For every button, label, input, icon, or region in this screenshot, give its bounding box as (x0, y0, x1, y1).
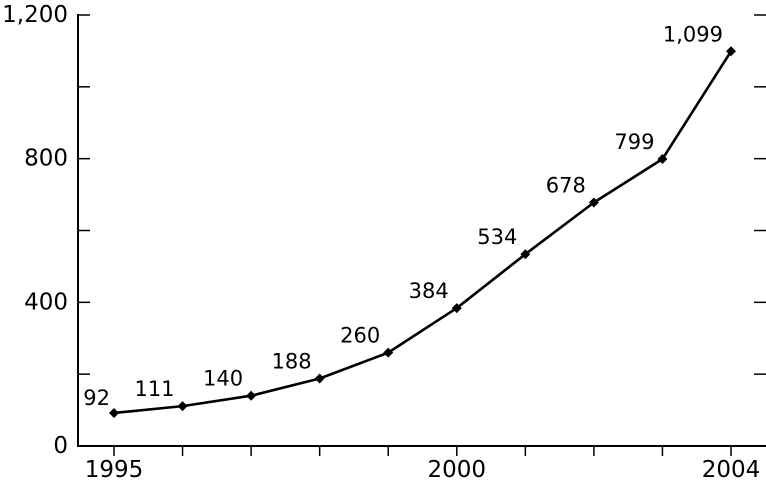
data-point-marker (657, 154, 668, 165)
data-label: 92 (83, 386, 110, 410)
data-label: 799 (614, 130, 654, 154)
data-point-marker (451, 303, 462, 314)
y-tick-label: 800 (24, 146, 68, 172)
data-point-marker (520, 249, 531, 260)
y-tick-label: 400 (24, 289, 68, 315)
y-tick-label: 0 (53, 433, 68, 459)
x-tick-label: 1995 (85, 457, 144, 483)
data-label: 111 (134, 377, 174, 401)
data-point-marker (177, 401, 188, 412)
data-point-marker (246, 390, 257, 401)
data-point-marker (726, 46, 736, 57)
data-label: 188 (272, 349, 312, 373)
data-point-marker (383, 347, 394, 358)
data-label: 384 (409, 279, 449, 303)
x-tick-label: 2004 (702, 457, 761, 483)
data-label: 140 (203, 367, 243, 391)
data-label: 534 (477, 225, 517, 249)
x-axis-ticks: 1995 2000 2004 (85, 446, 761, 483)
series-line (113, 50, 733, 415)
data-point-marker (588, 197, 599, 208)
data-point-marker (109, 407, 119, 418)
data-label: 1,099 (663, 22, 723, 46)
data-labels: 92 111 140 188 260 384 534 678 799 1,099 (83, 22, 723, 410)
data-label: 678 (546, 173, 586, 197)
data-point-marker (314, 373, 325, 384)
y-tick-label: 1,200 (2, 2, 68, 28)
y-axis-ticks: 0 400 800 1,200 (2, 2, 766, 459)
axes (77, 14, 766, 447)
data-label: 260 (340, 324, 380, 348)
x-tick-label: 2000 (428, 457, 487, 483)
series-group (109, 46, 736, 418)
